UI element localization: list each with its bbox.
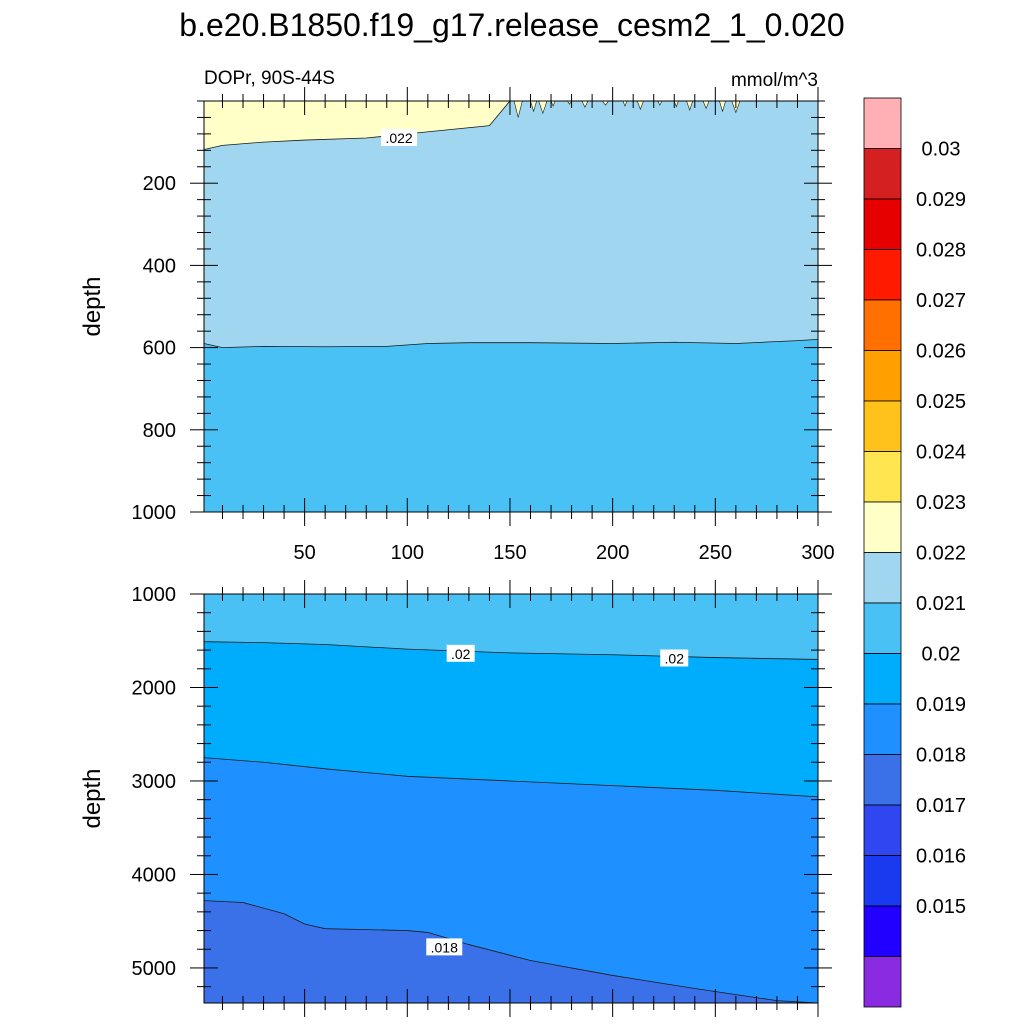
colorbar-swatch	[863, 249, 902, 301]
colorbar-label: 0.021	[916, 593, 966, 615]
upper-region-0.021-0.022	[204, 339, 818, 512]
svg-text:.022: .022	[385, 130, 412, 146]
colorbar-swatch	[863, 905, 902, 957]
upper-region-0.023-0.024	[204, 101, 510, 150]
colorbar-swatch	[863, 198, 902, 250]
lower-region-0.017-0.018	[204, 900, 818, 1003]
upper-contour-label: .022	[381, 128, 418, 146]
colorbar-swatch	[863, 451, 902, 503]
colorbar-swatch	[863, 552, 902, 604]
upper-region-spike	[581, 101, 589, 108]
upper-region-spike	[567, 101, 572, 105]
lower-fills: .02 .02 .018	[204, 594, 818, 1003]
colorbar-swatch	[863, 350, 902, 402]
svg-text:.02: .02	[451, 646, 471, 662]
figure-title: b.e20.B1850.f19_g17.release_cesm2_1_0.02…	[179, 7, 844, 43]
upper-fills: .022	[204, 101, 818, 512]
colorbar-swatch	[863, 97, 902, 149]
upper-region-spike	[602, 101, 609, 106]
colorbar-label: 0.022	[916, 543, 966, 565]
upper-y-axis-label: depth	[79, 276, 106, 336]
colorbar-swatch	[863, 400, 902, 452]
upper-region-spike	[530, 101, 537, 113]
lower-y-tick-label: 3000	[132, 771, 177, 793]
upper-region-spike	[550, 101, 556, 107]
lower-contour-0.019	[204, 757, 818, 798]
colorbar-label: 0.019	[916, 694, 966, 716]
lower-y-tick-label: 1000	[132, 584, 177, 606]
upper-x-tick-label: 200	[596, 542, 629, 564]
lower-y-tick-label: 2000	[132, 677, 177, 699]
upper-region-spike	[702, 101, 710, 110]
lower-frame	[203, 593, 819, 1004]
upper-region-spike	[719, 101, 726, 113]
upper-y-tick-label: 200	[143, 173, 176, 195]
colorbar-label: 0.015	[916, 896, 966, 918]
colorbar-swatch	[863, 501, 902, 553]
upper-x-tick-label: 300	[801, 542, 834, 564]
colorbar-label: 0.017	[916, 795, 966, 817]
right-string: mmol/m^3	[731, 70, 818, 91]
lower-y-axis-label: depth	[79, 768, 106, 828]
lower-y-tick-label: 4000	[132, 864, 177, 886]
svg-text:.018: .018	[431, 939, 458, 955]
upper-y-tick-label: 1000	[132, 502, 177, 524]
lower-y-tick-label: 5000	[132, 958, 177, 980]
colorbar-label: 0.018	[916, 745, 966, 767]
colorbar-swatch	[863, 602, 902, 654]
upper-y-tick-label: 600	[143, 338, 176, 360]
colorbar-swatch	[863, 956, 902, 1008]
colorbar-label: 0.02	[922, 644, 961, 666]
upper-region-spike	[657, 101, 663, 106]
colorbar-label: 0.028	[916, 240, 966, 262]
colorbar-swatch	[863, 653, 902, 705]
upper-region-spike	[538, 101, 548, 115]
colorbar-label: 0.023	[916, 492, 966, 514]
upper-y-tick-label: 800	[143, 420, 176, 442]
colorbar-label: 0.03	[922, 139, 961, 161]
colorbar-swatch	[863, 754, 902, 806]
upper-region-spike	[673, 101, 679, 108]
svg-text:.02: .02	[665, 651, 685, 667]
upper-region-spike	[622, 101, 628, 107]
lower-panel: .02 .02 .018 1000 2000 3000 4000 5000 depth	[79, 580, 832, 1017]
upper-x-tick-label: 100	[391, 542, 424, 564]
upper-x-tick-label: 150	[493, 542, 526, 564]
colorbar-label: 0.029	[916, 189, 966, 211]
colorbar-label: 0.024	[916, 442, 966, 464]
lower-contour-0.018	[204, 900, 818, 1003]
upper-region-spike	[636, 101, 644, 111]
upper-x-tick-label: 250	[699, 542, 732, 564]
colorbar-swatch	[863, 855, 902, 907]
colorbar: 0.015 0.016 0.017 0.018 0.019 0.02 0.021 0.022 0…	[863, 97, 966, 1008]
colorbar-swatch	[863, 804, 902, 856]
colorbar-label: 0.025	[916, 391, 966, 413]
upper-y-tick-label: 400	[143, 255, 176, 277]
colorbar-swatch	[863, 148, 902, 200]
colorbar-label: 0.026	[916, 341, 966, 363]
upper-frame	[203, 100, 819, 513]
upper-region-spike	[686, 101, 694, 111]
upper-x-tick-label: 50	[293, 542, 315, 564]
colorbar-label: 0.016	[916, 846, 966, 868]
upper-contour-0.022	[204, 101, 511, 150]
lower-contour-label: .018	[426, 938, 463, 956]
colorbar-swatch	[863, 703, 902, 755]
colorbar-label: 0.027	[916, 290, 966, 312]
lower-contour-label: .02	[446, 644, 475, 662]
lower-contour-label: .02	[660, 649, 689, 667]
colorbar-swatch	[863, 299, 902, 351]
left-string: DOPr, 90S-44S	[204, 68, 335, 89]
upper-region-spike	[513, 101, 523, 118]
upper-panel: .022 200 400 600 800 1000 50 100 150 200 250 300 dep…	[79, 87, 835, 564]
upper-contour-0.021	[204, 338, 818, 349]
